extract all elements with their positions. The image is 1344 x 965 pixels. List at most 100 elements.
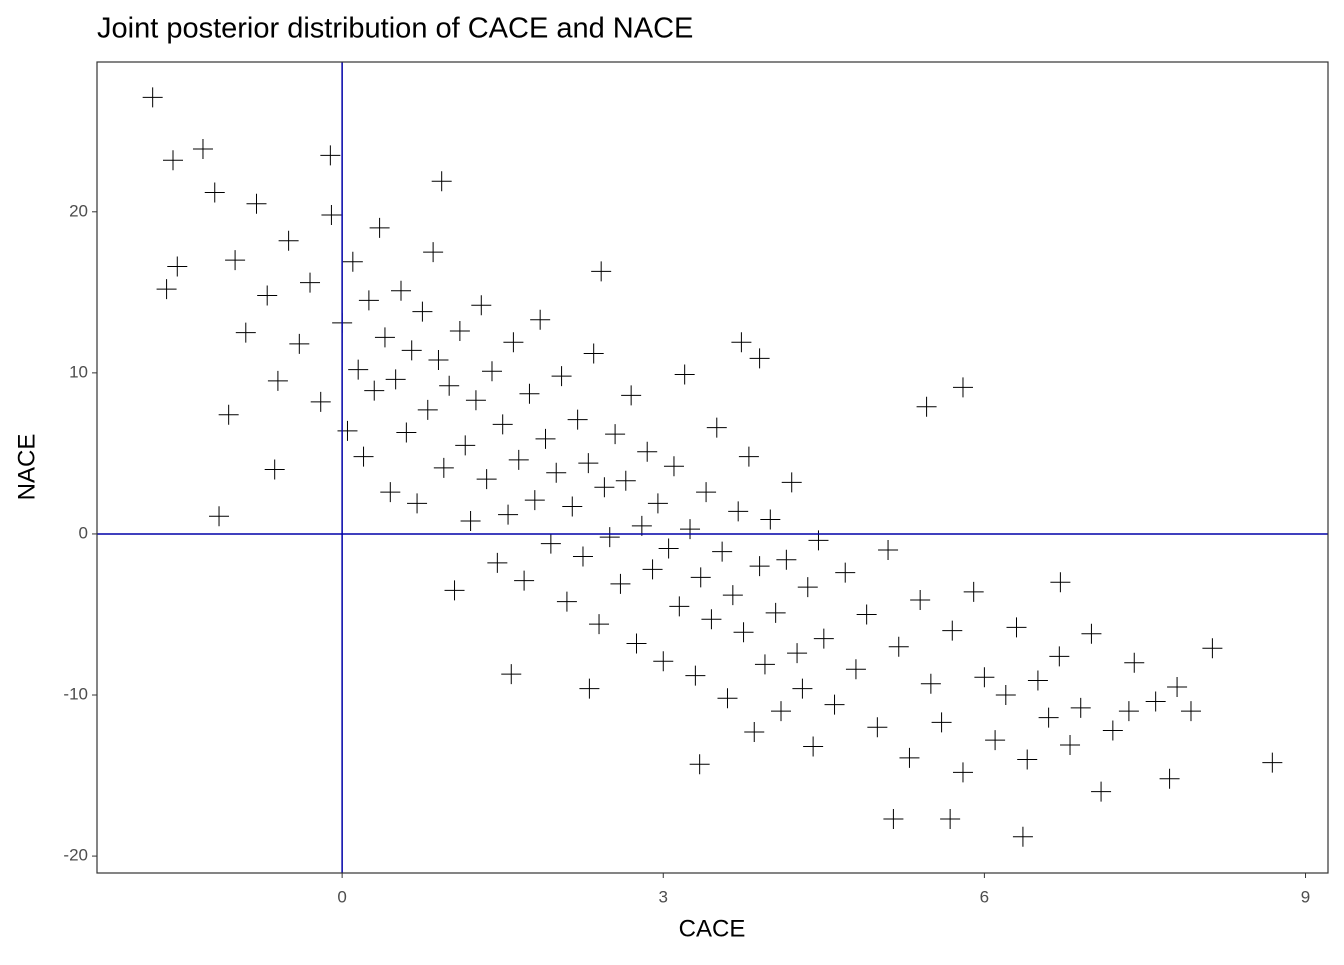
x-tick-label: 3	[659, 887, 668, 906]
point	[364, 380, 385, 401]
point	[551, 366, 572, 387]
point	[385, 369, 406, 390]
point	[246, 193, 267, 214]
point	[412, 301, 433, 322]
point	[690, 567, 711, 588]
point	[599, 527, 620, 548]
point	[391, 280, 412, 301]
point	[1060, 734, 1081, 755]
point	[813, 628, 834, 649]
point	[717, 688, 738, 709]
point	[519, 383, 540, 404]
point	[556, 591, 577, 612]
point	[792, 678, 813, 699]
point	[1006, 617, 1027, 638]
point	[267, 370, 288, 391]
point	[685, 665, 706, 686]
chart-title: Joint posterior distribution of CACE and…	[97, 13, 693, 45]
point	[589, 614, 610, 635]
point	[916, 396, 937, 417]
point	[744, 722, 765, 743]
point	[337, 420, 358, 441]
point	[771, 701, 792, 722]
point	[524, 490, 545, 511]
point	[787, 643, 808, 664]
point	[803, 736, 824, 757]
point	[439, 375, 460, 396]
point	[289, 333, 310, 354]
point	[423, 242, 444, 263]
plot-area	[97, 62, 1328, 873]
point	[626, 633, 647, 654]
point	[663, 456, 684, 477]
point	[358, 290, 379, 311]
point	[465, 390, 486, 411]
point	[167, 256, 188, 277]
point	[974, 667, 995, 688]
point	[1049, 646, 1070, 667]
point	[605, 424, 626, 445]
point	[428, 349, 449, 370]
point	[1102, 720, 1123, 741]
point	[963, 581, 984, 602]
point	[578, 453, 599, 474]
point	[824, 694, 845, 715]
point	[583, 343, 604, 364]
point	[540, 533, 561, 554]
point	[733, 622, 754, 643]
point	[407, 493, 428, 514]
point	[492, 414, 513, 435]
point	[940, 809, 961, 830]
point	[380, 482, 401, 503]
point	[615, 470, 636, 491]
point	[562, 496, 583, 517]
point	[712, 541, 733, 562]
point	[760, 509, 781, 530]
point	[1145, 691, 1166, 712]
point	[460, 511, 481, 532]
point	[535, 428, 556, 449]
y-tick-label: 0	[79, 523, 88, 542]
point	[374, 327, 395, 348]
point	[899, 747, 920, 768]
x-tick-label: 9	[1301, 887, 1310, 906]
point	[1202, 638, 1223, 659]
point	[845, 659, 866, 680]
point	[218, 404, 239, 425]
point	[883, 809, 904, 830]
point	[594, 477, 615, 498]
point	[731, 332, 752, 353]
point	[610, 573, 631, 594]
point	[1050, 572, 1071, 593]
point	[455, 435, 476, 456]
point	[487, 552, 508, 573]
point	[888, 636, 909, 657]
point	[738, 446, 759, 467]
point	[342, 251, 363, 272]
point	[591, 261, 612, 282]
x-axis-label: CACE	[679, 915, 746, 942]
y-tick-label: 20	[69, 201, 88, 220]
point	[952, 762, 973, 783]
point	[689, 754, 710, 775]
point	[348, 359, 369, 380]
point	[669, 596, 690, 617]
y-tick-label: -10	[63, 684, 88, 703]
point	[637, 441, 658, 462]
point	[910, 589, 931, 610]
point	[1081, 623, 1102, 644]
point	[1180, 701, 1201, 722]
point	[754, 654, 775, 675]
point	[647, 493, 668, 514]
point	[797, 577, 818, 598]
point	[514, 570, 535, 591]
point	[192, 138, 213, 159]
point	[567, 409, 588, 430]
point	[481, 361, 502, 382]
point	[1124, 652, 1145, 673]
point	[1167, 676, 1188, 697]
point	[417, 399, 438, 420]
point	[1262, 752, 1283, 773]
point	[225, 250, 246, 271]
point	[920, 673, 941, 694]
